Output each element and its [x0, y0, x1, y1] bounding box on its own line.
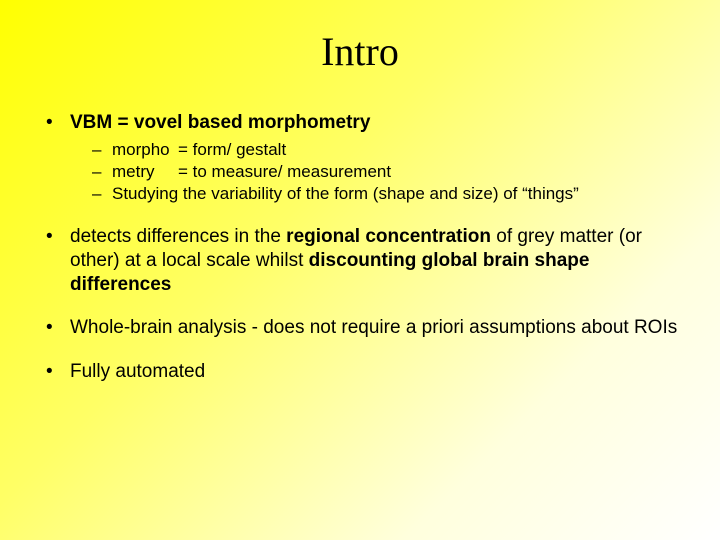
- sub-bullet-def: = to measure/ measurement: [178, 162, 391, 181]
- bullet-text: Fully automated: [70, 361, 205, 382]
- sub-bullet-def: = form/ gestalt: [178, 140, 286, 159]
- sub-bullet-label: metry: [112, 161, 178, 183]
- slide-title: Intro: [40, 28, 680, 75]
- bullet-item: detects differences in the regional conc…: [40, 225, 680, 296]
- sub-bullet-item: metry= to measure/ measurement: [90, 161, 680, 183]
- bullet-list: VBM = vovel based morphometry morpho= for…: [40, 111, 680, 384]
- sub-bullet-item: Studying the variability of the form (sh…: [90, 183, 680, 205]
- bullet-item: VBM = vovel based morphometry morpho= for…: [40, 111, 680, 205]
- bullet-text: detects differences in the regional conc…: [70, 226, 642, 295]
- text-run: Fully automated: [70, 361, 205, 382]
- sub-bullet-label: morpho: [112, 139, 178, 161]
- sub-bullet-item: morpho= form/ gestalt: [90, 139, 680, 161]
- bullet-item: Whole-brain analysis - does not require …: [40, 316, 680, 340]
- sub-bullet-list: morpho= form/ gestaltmetry= to measure/ …: [70, 139, 680, 205]
- bullet-text: Whole-brain analysis - does not require …: [70, 317, 677, 338]
- text-run: VBM = vovel based morphometry: [70, 112, 370, 133]
- sub-bullet-text: Studying the variability of the form (sh…: [112, 184, 579, 203]
- bullet-text: VBM = vovel based morphometry: [70, 112, 370, 133]
- text-run: regional concentration: [286, 226, 491, 247]
- bullet-item: Fully automated: [40, 360, 680, 384]
- text-run: detects differences in the: [70, 226, 286, 247]
- text-run: Whole-brain analysis - does not require …: [70, 317, 677, 338]
- slide: Intro VBM = vovel based morphometry morph…: [0, 0, 720, 540]
